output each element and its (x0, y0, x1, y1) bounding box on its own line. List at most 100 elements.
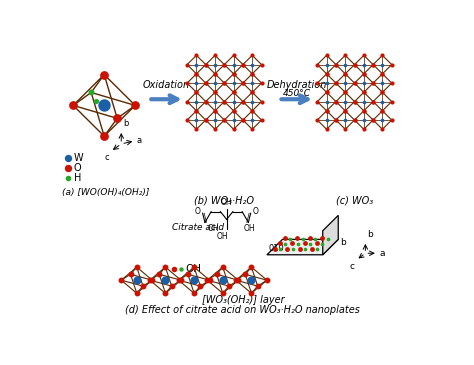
Point (332, 99, 340, 104)
Point (247, 291, 255, 296)
Point (230, 108, 237, 114)
Point (248, 126, 256, 132)
Point (203, 277, 211, 283)
Text: O: O (194, 207, 201, 216)
Text: b: b (123, 119, 128, 128)
Text: Dehydration: Dehydration (266, 80, 327, 90)
Point (313, 62, 321, 68)
Point (287, 236, 294, 242)
Point (332, 117, 340, 123)
Point (113, 115, 121, 121)
Point (306, 235, 314, 241)
Point (360, 117, 368, 123)
Point (360, 53, 368, 58)
Point (360, 62, 368, 68)
Point (230, 89, 237, 95)
Point (369, 80, 377, 86)
Point (168, 283, 175, 289)
Text: 450°C: 450°C (283, 89, 311, 99)
Point (369, 99, 377, 104)
Point (308, 246, 316, 251)
Point (293, 235, 301, 241)
Point (206, 277, 213, 283)
Point (341, 62, 349, 68)
Point (248, 117, 256, 123)
Point (220, 99, 228, 104)
Text: H: H (74, 173, 82, 183)
Point (248, 99, 256, 104)
Point (192, 71, 200, 77)
Point (379, 53, 386, 58)
Point (248, 108, 256, 114)
Text: a: a (137, 135, 142, 145)
Point (301, 246, 309, 252)
Point (148, 277, 156, 283)
Point (211, 108, 219, 114)
Point (239, 117, 246, 123)
Point (323, 108, 330, 114)
Point (248, 80, 256, 86)
Point (202, 80, 210, 86)
Point (323, 62, 330, 68)
Point (220, 62, 228, 68)
Point (323, 126, 330, 132)
Text: c: c (349, 262, 355, 271)
Point (301, 241, 309, 246)
Point (332, 62, 340, 68)
Point (351, 62, 358, 68)
Point (360, 89, 368, 95)
Point (341, 53, 349, 58)
Point (192, 53, 200, 58)
Point (230, 71, 237, 77)
Point (211, 117, 219, 123)
Point (177, 266, 185, 272)
Point (131, 103, 139, 108)
Point (351, 99, 358, 104)
Point (313, 117, 321, 123)
Point (319, 235, 326, 241)
Text: (b) WO₃·H₂O: (b) WO₃·H₂O (194, 195, 255, 205)
Point (323, 89, 330, 95)
Point (276, 246, 284, 252)
Point (239, 117, 246, 123)
Point (313, 246, 321, 252)
Point (263, 277, 271, 283)
Point (139, 283, 147, 289)
Point (202, 80, 210, 86)
Point (192, 117, 200, 123)
Point (230, 126, 237, 132)
Point (232, 277, 240, 283)
Point (64, 155, 72, 161)
Point (239, 99, 246, 104)
Point (283, 246, 291, 251)
Point (211, 89, 219, 95)
Point (313, 80, 321, 86)
Point (190, 291, 198, 296)
Point (289, 241, 296, 246)
Point (219, 291, 227, 296)
Point (211, 71, 219, 77)
Point (64, 165, 72, 171)
Point (133, 277, 141, 283)
Point (369, 62, 377, 68)
Point (220, 80, 228, 86)
Text: OH: OH (216, 232, 228, 241)
Point (369, 117, 377, 123)
Point (69, 103, 77, 108)
Point (360, 108, 368, 114)
Point (211, 62, 219, 68)
Point (369, 62, 377, 68)
Point (211, 108, 219, 114)
Text: a: a (379, 249, 385, 258)
Point (197, 283, 204, 289)
Point (192, 108, 200, 114)
Point (202, 117, 210, 123)
Point (360, 71, 368, 77)
Point (230, 80, 237, 86)
Point (379, 89, 386, 95)
Point (360, 126, 368, 132)
Point (379, 108, 386, 114)
Text: W: W (74, 153, 83, 163)
Text: OH: OH (207, 224, 219, 233)
Point (341, 89, 349, 95)
